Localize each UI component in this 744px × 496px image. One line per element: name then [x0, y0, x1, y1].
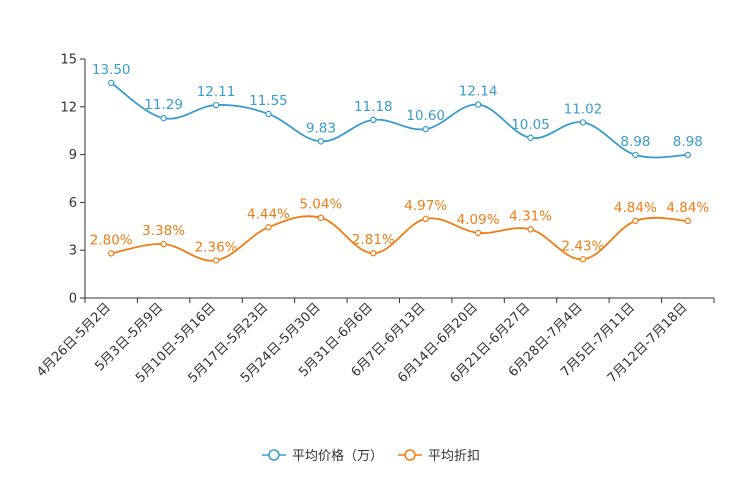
y-tick-label: 12 — [60, 100, 77, 115]
data-point[interactable] — [579, 119, 587, 126]
data-label: 3.38% — [142, 223, 185, 239]
legend-label-0[interactable]: 平均价格（万） — [292, 448, 383, 464]
data-label: 8.98 — [620, 134, 650, 150]
y-tick-label: 3 — [69, 244, 77, 259]
data-label: 2.81% — [352, 232, 395, 248]
data-point[interactable] — [474, 229, 482, 237]
data-label: 13.50 — [92, 62, 131, 78]
data-point[interactable] — [160, 240, 167, 248]
y-tick-label: 15 — [60, 53, 77, 68]
data-point[interactable] — [370, 116, 377, 124]
legend-marker-0[interactable] — [268, 449, 280, 461]
data-point[interactable] — [527, 134, 534, 142]
data-point[interactable] — [212, 257, 220, 264]
data-point[interactable] — [422, 125, 429, 133]
y-tick-label: 6 — [69, 196, 77, 211]
data-point[interactable] — [317, 214, 325, 221]
data-label: 4.97% — [404, 198, 447, 214]
data-point[interactable] — [265, 224, 272, 231]
y-tick-label: 0 — [69, 292, 77, 307]
data-point[interactable] — [684, 151, 691, 159]
data-point[interactable] — [684, 217, 691, 225]
data-point[interactable] — [579, 256, 587, 263]
data-label: 4.84% — [666, 200, 709, 216]
data-label: 2.80% — [90, 232, 133, 248]
data-point[interactable] — [370, 250, 377, 257]
data-label: 8.98 — [673, 134, 703, 150]
data-point[interactable] — [265, 110, 272, 118]
legend-label-1[interactable]: 平均折扣 — [428, 449, 480, 464]
data-label: 4.44% — [247, 206, 290, 222]
data-label: 4.31% — [509, 208, 552, 224]
data-point[interactable] — [108, 250, 115, 257]
data-point[interactable] — [632, 217, 639, 225]
data-label: 4.84% — [614, 200, 657, 216]
data-label: 12.14 — [459, 84, 498, 100]
data-label: 11.29 — [144, 97, 183, 113]
data-label: 5.04% — [299, 197, 342, 213]
data-point[interactable] — [632, 151, 639, 159]
data-label: 11.02 — [564, 101, 603, 117]
series-line-0 — [110, 82, 688, 159]
data-label: 10.60 — [406, 108, 445, 124]
data-label: 4.09% — [457, 212, 500, 228]
data-label: 2.36% — [195, 239, 238, 255]
data-label: 10.05 — [511, 117, 550, 133]
data-point[interactable] — [160, 114, 167, 122]
data-point[interactable] — [422, 215, 429, 223]
data-label: 9.83 — [306, 120, 336, 136]
data-point[interactable] — [108, 79, 115, 87]
data-label: 12.11 — [197, 84, 236, 100]
data-label: 11.18 — [354, 99, 393, 115]
data-point[interactable] — [527, 226, 534, 233]
y-tick-label: 9 — [69, 148, 77, 163]
data-point[interactable] — [212, 101, 220, 109]
data-point[interactable] — [474, 101, 482, 108]
legend-marker-1[interactable] — [404, 449, 416, 461]
data-label: 2.43% — [562, 238, 605, 254]
data-point[interactable] — [317, 138, 325, 145]
data-label: 11.55 — [249, 93, 288, 109]
